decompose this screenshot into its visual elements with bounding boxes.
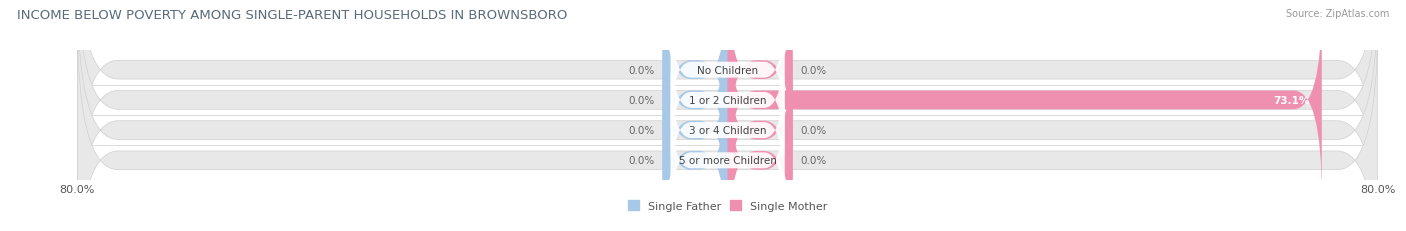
FancyBboxPatch shape	[77, 0, 1378, 231]
FancyBboxPatch shape	[662, 4, 728, 196]
FancyBboxPatch shape	[77, 0, 1378, 231]
Text: 5 or more Children: 5 or more Children	[679, 156, 776, 166]
FancyBboxPatch shape	[728, 0, 793, 166]
FancyBboxPatch shape	[671, 93, 785, 228]
Text: 0.0%: 0.0%	[801, 65, 827, 75]
FancyBboxPatch shape	[728, 35, 793, 227]
Text: 73.1%: 73.1%	[1274, 95, 1309, 105]
FancyBboxPatch shape	[77, 20, 1378, 231]
Text: 0.0%: 0.0%	[628, 126, 654, 136]
FancyBboxPatch shape	[728, 65, 793, 231]
Text: 1 or 2 Children: 1 or 2 Children	[689, 95, 766, 105]
Text: No Children: No Children	[697, 65, 758, 75]
Text: 0.0%: 0.0%	[628, 65, 654, 75]
FancyBboxPatch shape	[671, 63, 785, 198]
Text: INCOME BELOW POVERTY AMONG SINGLE-PARENT HOUSEHOLDS IN BROWNSBORO: INCOME BELOW POVERTY AMONG SINGLE-PARENT…	[17, 9, 567, 22]
FancyBboxPatch shape	[728, 4, 1322, 196]
FancyBboxPatch shape	[662, 0, 728, 166]
FancyBboxPatch shape	[671, 3, 785, 138]
FancyBboxPatch shape	[662, 35, 728, 227]
Text: 0.0%: 0.0%	[628, 95, 654, 105]
Text: 0.0%: 0.0%	[801, 126, 827, 136]
Text: 0.0%: 0.0%	[628, 156, 654, 166]
FancyBboxPatch shape	[77, 0, 1378, 211]
Text: Source: ZipAtlas.com: Source: ZipAtlas.com	[1285, 9, 1389, 19]
Text: 0.0%: 0.0%	[801, 156, 827, 166]
FancyBboxPatch shape	[671, 33, 785, 168]
Legend: Single Father, Single Mother: Single Father, Single Mother	[628, 201, 827, 211]
Text: 3 or 4 Children: 3 or 4 Children	[689, 126, 766, 136]
FancyBboxPatch shape	[662, 65, 728, 231]
